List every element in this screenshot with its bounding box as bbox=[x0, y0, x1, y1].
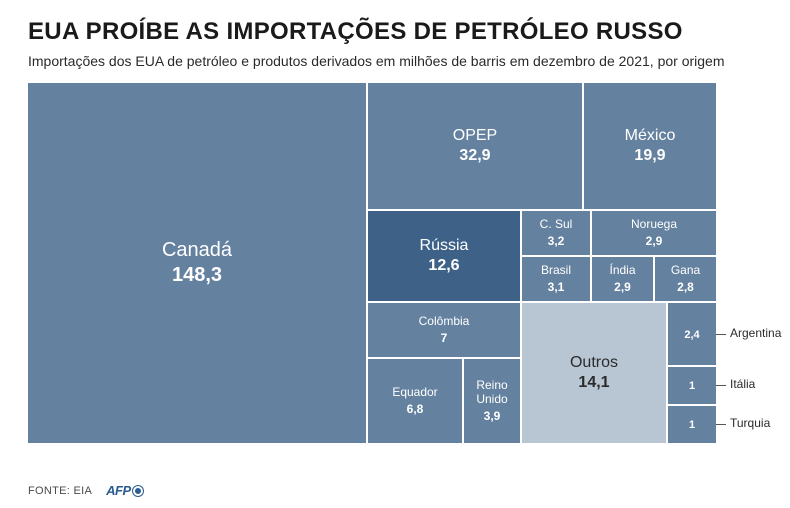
cell-label: Índia bbox=[609, 264, 635, 278]
cell-value: 32,9 bbox=[459, 147, 490, 165]
cell-label: Brasil bbox=[541, 264, 571, 278]
afp-logo: AFP bbox=[106, 483, 143, 498]
cell-label: Reino Unido bbox=[464, 379, 520, 407]
cell-value: 2,4 bbox=[684, 329, 699, 341]
cell-value: 14,1 bbox=[578, 374, 609, 392]
treemap-cell: OPEP 32,9 bbox=[368, 83, 582, 209]
treemap-cell: Gana 2,8 bbox=[655, 257, 716, 301]
treemap-cell: Equador 6,8 bbox=[368, 359, 462, 443]
cell-value: 1 bbox=[689, 380, 695, 392]
callout-line bbox=[716, 334, 726, 335]
cell-label: OPEP bbox=[453, 127, 497, 145]
treemap-cell: México 19,9 bbox=[584, 83, 716, 209]
treemap-cell: C. Sul 3,2 bbox=[522, 211, 590, 255]
treemap-cell: Canadá148,3 bbox=[28, 83, 366, 443]
cell-value: 1 bbox=[689, 419, 695, 431]
afp-logo-dot bbox=[133, 486, 143, 496]
cell-label: Canadá bbox=[162, 239, 232, 262]
callout-line bbox=[716, 385, 726, 386]
callout-label: Itália bbox=[730, 377, 755, 391]
cell-label: Gana bbox=[671, 264, 700, 278]
cell-value: 3,1 bbox=[548, 280, 565, 294]
treemap-cell: Itália1 bbox=[668, 367, 716, 404]
page-subtitle: Importações dos EUA de petróleo e produt… bbox=[28, 52, 762, 71]
cell-value: 6,8 bbox=[407, 402, 424, 416]
afp-logo-text: AFP bbox=[106, 483, 131, 498]
cell-value: 2,8 bbox=[677, 280, 694, 294]
callout-label: Turquia bbox=[730, 416, 770, 430]
treemap-chart: Canadá148,3 OPEP 32,9 México 19,9 Rússia 12,6 C… bbox=[28, 83, 716, 443]
cell-label: Noruega bbox=[631, 218, 677, 232]
cell-label: Colômbia bbox=[419, 315, 470, 329]
page-title: EUA PROÍBE AS IMPORTAÇÕES DE PETRÓLEO RU… bbox=[28, 18, 762, 46]
treemap-cell: Argentina2,4 bbox=[668, 303, 716, 365]
treemap-cell: Reino Unido 3,9 bbox=[464, 359, 520, 443]
cell-label: Rússia bbox=[420, 237, 469, 255]
treemap-cell: Colômbia 7 bbox=[368, 303, 520, 357]
cell-value: 2,9 bbox=[614, 280, 631, 294]
cell-value: 2,9 bbox=[646, 234, 663, 248]
source-label: FONTE: EIA bbox=[28, 485, 92, 497]
cell-label: C. Sul bbox=[540, 218, 573, 232]
cell-value: 148,3 bbox=[172, 264, 222, 287]
cell-value: 12,6 bbox=[428, 257, 459, 275]
treemap-cell: Rússia 12,6 bbox=[368, 211, 520, 301]
cell-label: México bbox=[625, 127, 676, 145]
treemap-cell: Turquia1 bbox=[668, 406, 716, 443]
footer: FONTE: EIA AFP bbox=[28, 483, 143, 498]
treemap-cell: Noruega 2,9 bbox=[592, 211, 716, 255]
cell-label: Outros bbox=[570, 354, 618, 372]
treemap-cell: Outros 14,1 bbox=[522, 303, 666, 443]
treemap-cell: Índia 2,9 bbox=[592, 257, 653, 301]
cell-value: 7 bbox=[441, 331, 448, 345]
treemap-cell: Brasil 3,1 bbox=[522, 257, 590, 301]
cell-label: Equador bbox=[392, 386, 437, 400]
callout-label: Argentina bbox=[730, 326, 781, 340]
callout-line bbox=[716, 424, 726, 425]
cell-value: 3,9 bbox=[484, 409, 501, 423]
cell-value: 19,9 bbox=[634, 147, 665, 165]
cell-value: 3,2 bbox=[548, 234, 565, 248]
